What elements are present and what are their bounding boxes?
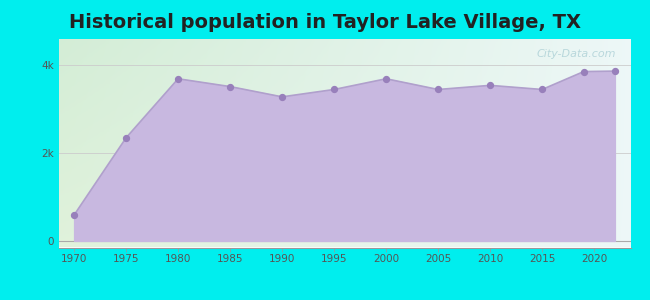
Point (121, 135, 131, 140)
Point (537, 87, 547, 92)
Point (277, 94, 287, 99)
Text: City-Data.com: City-Data.com (537, 50, 616, 59)
Point (433, 87, 443, 92)
Point (610, 69, 620, 74)
Point (381, 76, 391, 81)
Point (329, 87, 339, 92)
Point (578, 69, 589, 74)
Point (69, 213, 79, 218)
Text: Historical population in Taylor Lake Village, TX: Historical population in Taylor Lake Vil… (69, 14, 581, 32)
Point (173, 76, 183, 81)
Point (225, 84, 235, 89)
Point (485, 83, 495, 88)
